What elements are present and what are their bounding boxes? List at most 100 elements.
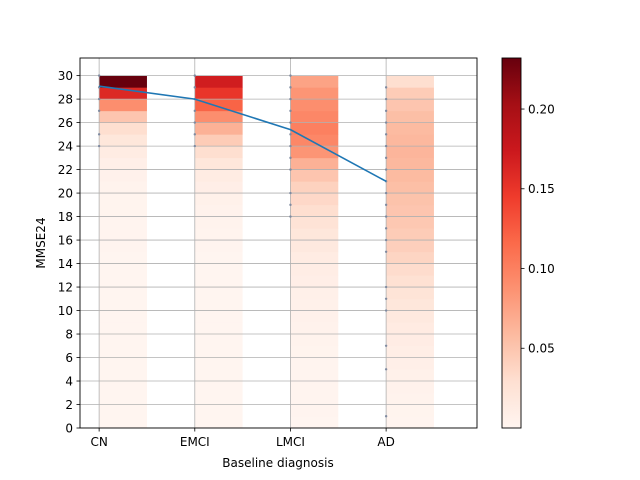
observed-score-dot — [384, 250, 388, 254]
heatmap-cell — [99, 75, 147, 88]
heatmap-cell — [99, 298, 147, 311]
heatmap-cell — [290, 204, 339, 217]
heatmap-cells — [99, 75, 434, 428]
heatmap-cell — [386, 134, 434, 147]
heatmap-cell — [386, 146, 434, 159]
heatmap-cell — [290, 310, 339, 323]
heatmap-cell — [386, 345, 434, 358]
heatmap-cell — [290, 322, 339, 335]
heatmap-cell — [99, 263, 147, 276]
observed-score-dot — [384, 309, 388, 312]
observed-score-dot — [384, 191, 388, 195]
heatmap-cell — [290, 298, 339, 311]
y-tick-label: 16 — [58, 233, 73, 247]
heatmap-cell — [386, 322, 434, 335]
heatmap-cell — [194, 251, 243, 264]
heatmap-cell — [99, 287, 147, 300]
heatmap-cell — [386, 369, 434, 382]
heatmap-cell — [386, 87, 434, 100]
observed-score-dot — [384, 97, 388, 101]
heatmap-cell — [99, 193, 147, 206]
y-tick-label: 2 — [65, 398, 73, 412]
observed-score-dot — [384, 144, 388, 148]
observed-score-dot — [97, 144, 101, 148]
y-tick-label: 18 — [58, 210, 73, 224]
observed-score-dot — [97, 97, 101, 101]
observed-score-dot — [193, 144, 196, 148]
heatmap-cell — [194, 134, 243, 147]
heatmap-cell — [290, 134, 339, 147]
heatmap-cell — [290, 75, 339, 88]
grid-lines — [80, 58, 477, 428]
heatmap-cell — [194, 240, 243, 253]
heatmap-cell — [290, 216, 339, 229]
observed-score-dot — [384, 168, 388, 171]
heatmap-cell — [290, 251, 339, 264]
observed-score-dot — [384, 285, 388, 289]
heatmap-cell — [290, 369, 339, 382]
heatmap-cell — [99, 169, 147, 182]
heatmap-cell — [194, 263, 243, 276]
y-tick-label: 6 — [65, 351, 73, 365]
heatmap-cell — [99, 228, 147, 241]
heatmap-cell — [99, 240, 147, 253]
y-tick-label: 4 — [65, 374, 73, 388]
heatmap-cell — [99, 322, 147, 335]
observed-score-dot — [384, 133, 388, 136]
heatmap-cell — [290, 263, 339, 276]
heatmap-cell — [386, 275, 434, 288]
heatmap-cell — [194, 322, 243, 335]
heatmap-cell — [386, 75, 434, 88]
heatmap-cell — [194, 193, 243, 206]
heatmap-cell — [290, 334, 339, 347]
heatmap-cell — [290, 392, 339, 405]
y-tick-label: 8 — [65, 327, 73, 341]
heatmap-cell — [290, 110, 339, 123]
heatmap-cell — [290, 345, 339, 358]
heatmap-cell — [386, 287, 434, 300]
y-tick-label: 22 — [58, 163, 73, 177]
heatmap-cell — [386, 310, 434, 323]
heatmap-cell — [194, 404, 243, 417]
heatmap-cell — [386, 251, 434, 264]
observed-score-dot — [289, 215, 292, 218]
heatmap-cell — [386, 193, 434, 206]
observed-score-dot — [289, 168, 292, 171]
observed-score-dot — [384, 238, 388, 242]
observed-score-dot — [384, 415, 388, 418]
y-tick-label: 0 — [65, 421, 73, 435]
heatmap-cell — [386, 110, 434, 123]
heatmap-cell — [194, 169, 243, 182]
observed-score-dot — [289, 144, 292, 148]
heatmap-cell — [194, 392, 243, 405]
heatmap-cell — [386, 381, 434, 394]
heatmap-cell — [386, 298, 434, 311]
observed-score-dot — [384, 86, 388, 89]
heatmap-cell — [99, 134, 147, 147]
heatmap-cell — [194, 298, 243, 311]
heatmap-cell — [290, 357, 339, 370]
heatmap-cell — [194, 75, 243, 88]
heatmap-cell — [194, 228, 243, 241]
y-axis-label: MMSE24 — [34, 217, 48, 268]
observed-score-dot — [193, 74, 196, 77]
observed-score-dot — [193, 121, 196, 124]
x-tick-label: EMCI — [180, 435, 210, 449]
y-tick-label: 28 — [58, 92, 73, 106]
heatmap-cell — [386, 392, 434, 405]
observed-score-dot — [193, 109, 196, 113]
heatmap-cell — [99, 157, 147, 170]
observed-score-dot — [97, 109, 101, 113]
observed-score-dot — [193, 86, 196, 89]
colorbar-ticks: 0.05 0.10 0.15 0.20 — [521, 102, 555, 356]
observed-score-dot — [384, 203, 388, 207]
heatmap-cell — [386, 169, 434, 182]
heatmap-cell — [386, 416, 434, 428]
heatmap-cell — [386, 99, 434, 112]
y-tick-label: 26 — [58, 116, 73, 130]
observed-score-dots — [97, 74, 388, 418]
heatmap-cell — [194, 310, 243, 323]
heatmap-cell — [99, 381, 147, 394]
